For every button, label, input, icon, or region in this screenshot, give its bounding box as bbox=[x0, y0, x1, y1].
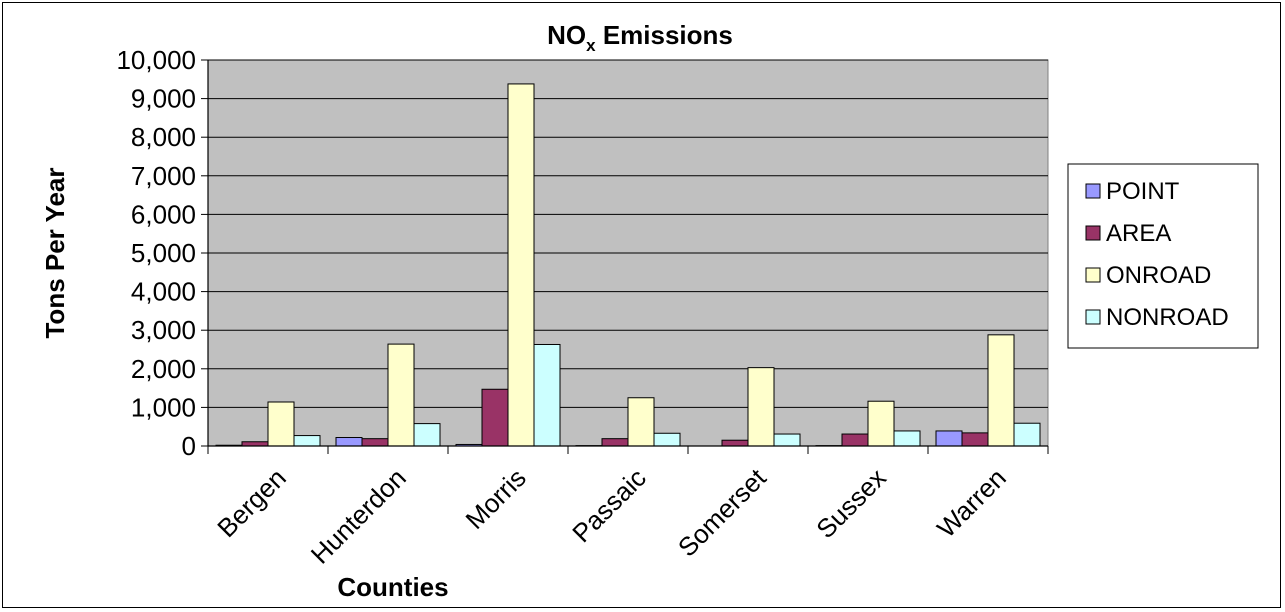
chart-title: NOx Emissions bbox=[547, 20, 733, 55]
y-tick-label: 0 bbox=[182, 431, 196, 461]
legend-label-onroad: ONROAD bbox=[1106, 262, 1211, 289]
legend-swatch-point bbox=[1085, 183, 1101, 199]
bar-nonroad-bergen bbox=[293, 435, 321, 447]
bars bbox=[215, 83, 1041, 447]
bar-nonroad-hunterdon bbox=[413, 423, 441, 447]
legend: POINT AREA ONROAD NONROAD bbox=[1067, 163, 1259, 349]
bar-onroad-bergen bbox=[267, 401, 295, 447]
bar-area-passaic bbox=[601, 438, 629, 447]
bar-area-bergen bbox=[241, 441, 269, 447]
legend-swatch-nonroad bbox=[1085, 309, 1101, 325]
bar-area-warren bbox=[961, 432, 989, 447]
x-tick-label: Passaic bbox=[566, 463, 652, 549]
bar-area-sussex bbox=[841, 433, 869, 447]
y-tick-label: 10,000 bbox=[116, 45, 196, 75]
x-tick-label: Warren bbox=[931, 463, 1012, 544]
bar-nonroad-somerset bbox=[773, 433, 801, 447]
y-tick-label: 1,000 bbox=[131, 392, 196, 422]
y-tick-label: 3,000 bbox=[131, 315, 196, 345]
bar-nonroad-passaic bbox=[653, 432, 681, 447]
legend-label-area: AREA bbox=[1106, 220, 1171, 247]
y-axis-title: Tons Per Year bbox=[40, 167, 70, 338]
y-tick-label: 7,000 bbox=[131, 161, 196, 191]
bar-point-hunterdon bbox=[335, 437, 363, 447]
bar-onroad-somerset bbox=[747, 367, 775, 447]
bar-point-warren bbox=[935, 430, 963, 447]
y-tick-label: 5,000 bbox=[131, 238, 196, 268]
y-tick-labels: 0 1,000 2,000 3,000 4,000 5,000 6,000 7,000 8,00… bbox=[116, 45, 196, 461]
x-tick-label: Bergen bbox=[211, 463, 291, 543]
y-tick-label: 2,000 bbox=[131, 354, 196, 384]
chart-title-main: NO bbox=[547, 20, 586, 50]
bar-onroad-sussex bbox=[867, 400, 895, 447]
x-tick-labels: Bergen Hunterdon Morris Passaic Somerset Suss… bbox=[211, 462, 1011, 570]
legend-label-point: POINT bbox=[1106, 178, 1180, 205]
bar-area-morris bbox=[481, 388, 509, 447]
x-tick-label: Hunterdon bbox=[305, 463, 412, 570]
chart-title-subscript: x bbox=[586, 36, 596, 55]
y-tick-label: 4,000 bbox=[131, 277, 196, 307]
x-tick-label: Morris bbox=[460, 463, 532, 535]
bar-nonroad-morris bbox=[533, 343, 561, 447]
bar-onroad-warren bbox=[987, 334, 1015, 447]
bar-area-somerset bbox=[721, 439, 749, 447]
legend-swatch-onroad bbox=[1085, 267, 1101, 283]
legend-label-nonroad: NONROAD bbox=[1106, 304, 1229, 331]
axes bbox=[201, 59, 1049, 454]
x-tick-label: Somerset bbox=[672, 462, 772, 562]
bar-area-hunterdon bbox=[361, 438, 389, 447]
bar-onroad-morris bbox=[507, 83, 535, 447]
gridlines bbox=[208, 59, 1048, 408]
bar-nonroad-sussex bbox=[893, 430, 921, 447]
y-tick-label: 6,000 bbox=[131, 199, 196, 229]
y-tick-label: 8,000 bbox=[131, 122, 196, 152]
y-tick-label: 9,000 bbox=[131, 84, 196, 114]
bar-onroad-passaic bbox=[627, 397, 655, 447]
chart-title-suffix: Emissions bbox=[596, 20, 733, 50]
x-axis-title: Counties bbox=[337, 572, 448, 602]
bar-onroad-hunterdon bbox=[387, 343, 415, 447]
legend-swatch-area bbox=[1085, 225, 1101, 241]
bar-nonroad-warren bbox=[1013, 422, 1041, 447]
x-tick-label: Sussex bbox=[810, 463, 892, 545]
